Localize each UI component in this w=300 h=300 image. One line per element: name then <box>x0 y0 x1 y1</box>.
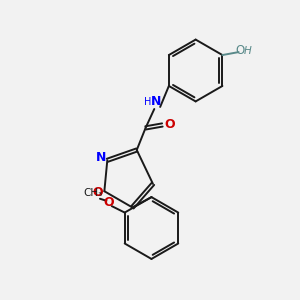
Text: CH₃: CH₃ <box>84 188 103 198</box>
Text: O: O <box>236 44 245 57</box>
Text: O: O <box>164 118 175 131</box>
Text: O: O <box>104 196 114 209</box>
Text: H: H <box>144 97 151 107</box>
Text: H: H <box>244 46 252 56</box>
Text: O: O <box>93 186 103 199</box>
Text: N: N <box>151 95 161 108</box>
Text: N: N <box>96 152 106 164</box>
